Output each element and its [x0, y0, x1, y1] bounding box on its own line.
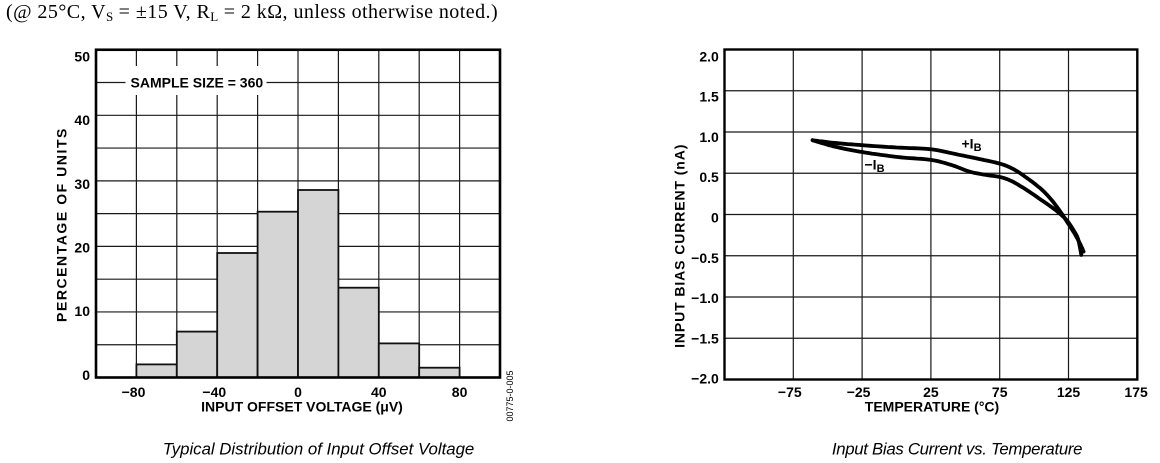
svg-text:SAMPLE SIZE = 360: SAMPLE SIZE = 360 — [131, 74, 264, 90]
svg-text:10: 10 — [74, 303, 90, 319]
svg-text:−80: −80 — [122, 384, 146, 400]
svg-text:−0.5: −0.5 — [691, 250, 719, 266]
svg-text:0.5: 0.5 — [699, 169, 719, 185]
svg-text:25: 25 — [923, 384, 939, 400]
svg-text:TEMPERATURE (°C): TEMPERATURE (°C) — [865, 399, 999, 415]
svg-text:20: 20 — [74, 240, 90, 256]
svg-text:INPUT BIAS CURRENT (nA): INPUT BIAS CURRENT (nA) — [672, 144, 688, 348]
svg-text:PERCENTAGE OF UNITS: PERCENTAGE OF UNITS — [53, 127, 69, 322]
svg-text:+IB: +IB — [962, 135, 982, 154]
svg-text:0: 0 — [711, 210, 719, 226]
svg-text:1.5: 1.5 — [699, 89, 719, 105]
svg-text:125: 125 — [1057, 384, 1081, 400]
svg-text:−2.0: −2.0 — [691, 371, 719, 387]
svg-text:−1.5: −1.5 — [691, 330, 719, 346]
svg-text:175: 175 — [1124, 384, 1148, 400]
svg-text:−40: −40 — [202, 384, 226, 400]
svg-text:80: 80 — [452, 384, 468, 400]
svg-text:2.0: 2.0 — [699, 48, 719, 64]
svg-text:−75: −75 — [778, 384, 802, 400]
svg-text:−IB: −IB — [865, 157, 885, 176]
svg-text:00775-0-005: 00775-0-005 — [505, 370, 515, 421]
svg-text:1.0: 1.0 — [699, 129, 719, 145]
svg-text:50: 50 — [74, 48, 90, 64]
svg-text:0: 0 — [294, 384, 302, 400]
svg-text:30: 30 — [74, 176, 90, 192]
svg-text:INPUT OFFSET VOLTAGE (μV): INPUT OFFSET VOLTAGE (μV) — [201, 399, 403, 415]
svg-text:Input Bias Current vs. Tempera: Input Bias Current vs. Temperature — [832, 440, 1082, 459]
svg-text:40: 40 — [371, 384, 387, 400]
svg-text:−25: −25 — [847, 384, 871, 400]
svg-text:Typical Distribution of Input: Typical Distribution of Input Offset Vol… — [163, 440, 475, 459]
svg-text:0: 0 — [82, 367, 90, 383]
svg-text:−1.0: −1.0 — [691, 290, 719, 306]
svg-text:40: 40 — [74, 112, 90, 128]
svg-text:75: 75 — [992, 384, 1008, 400]
